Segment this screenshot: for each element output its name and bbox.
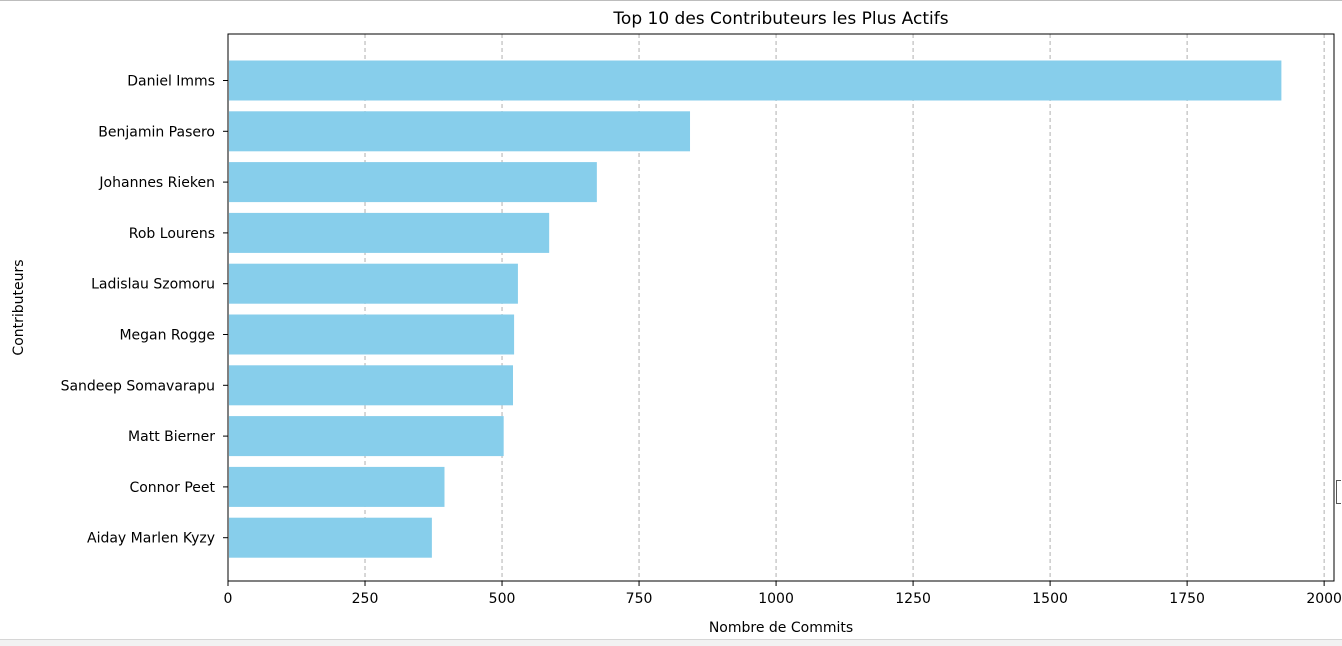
x-tick-label: 1750 <box>1169 591 1205 607</box>
y-tick-label: Connor Peet <box>129 480 215 496</box>
y-ticks: Daniel Imms Benjamin Pasero Johannes Rieke… <box>61 74 228 547</box>
bar <box>229 263 518 304</box>
bar <box>229 314 515 355</box>
bar <box>229 60 1282 101</box>
x-tick-label: 1500 <box>1032 591 1068 607</box>
x-tick-label: 2000 <box>1306 591 1342 607</box>
y-tick-label: Sandeep Somavarapu <box>61 378 215 394</box>
x-tick-label: 0 <box>224 591 233 607</box>
x-ticks: 0 250 500 750 1000 1250 1500 1750 2000 <box>224 581 1342 607</box>
window-top-border <box>0 0 1342 1</box>
y-tick-label: Megan Rogge <box>119 328 215 344</box>
chart-title: Top 10 des Contributeurs les Plus Actifs <box>612 9 948 29</box>
bottom-strip <box>0 639 1342 646</box>
bar <box>229 365 513 406</box>
y-tick-label: Johannes Rieken <box>98 175 215 191</box>
y-tick-label: Matt Bierner <box>128 429 215 445</box>
x-axis-title: Nombre de Commits <box>709 620 853 636</box>
y-tick-label: Ladislau Szomoru <box>91 277 215 293</box>
x-tick-label: 1000 <box>758 591 794 607</box>
bar <box>229 111 691 152</box>
axes-frame <box>227 33 1335 582</box>
bars <box>229 60 1282 558</box>
x-tick-label: 1250 <box>895 591 931 607</box>
y-tick-label: Benjamin Pasero <box>98 124 215 140</box>
y-tick-label: Daniel Imms <box>127 74 215 90</box>
bar <box>229 212 550 253</box>
bar <box>229 416 504 457</box>
bar <box>229 466 445 507</box>
bar <box>229 162 597 203</box>
x-tick-label: 500 <box>489 591 516 607</box>
bar <box>229 517 432 558</box>
x-tick-label: 750 <box>626 591 653 607</box>
y-axis-title: Contributeurs <box>11 259 27 355</box>
y-tick-label: Rob Lourens <box>129 226 215 242</box>
x-tick-label: 250 <box>352 591 379 607</box>
y-tick-label: Aiday Marlen Kyzy <box>87 531 215 547</box>
scroll-edge-marker <box>1336 480 1341 504</box>
